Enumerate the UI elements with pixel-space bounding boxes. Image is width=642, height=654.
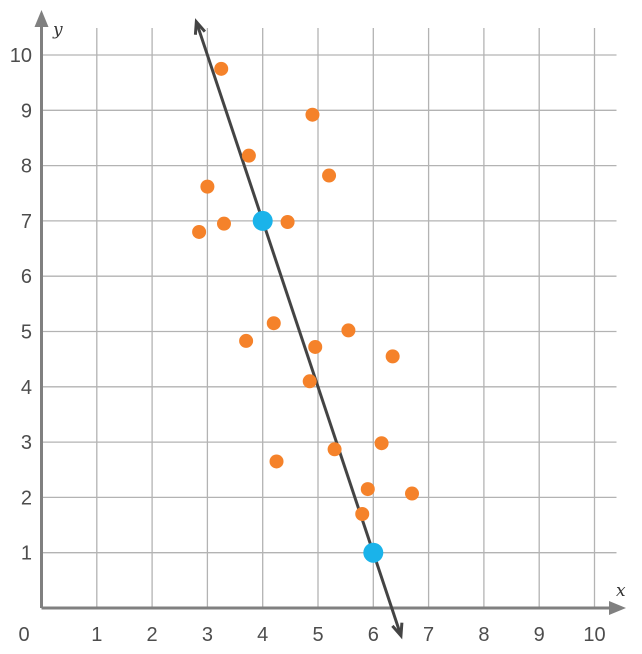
data-point	[214, 61, 229, 76]
y-tick-label: 7	[21, 211, 32, 233]
x-tick-label: 4	[257, 624, 268, 646]
data-point	[327, 442, 342, 457]
data-point	[239, 333, 254, 348]
data-point	[308, 339, 323, 354]
data-point	[341, 323, 356, 338]
data-point	[385, 349, 400, 364]
y-tick-label: 3	[21, 432, 32, 454]
data-point	[280, 215, 295, 230]
data-point	[305, 107, 320, 122]
x-tick-label: 10	[583, 624, 605, 646]
highlight-point	[252, 210, 273, 231]
x-tick-label: 7	[423, 624, 434, 646]
x-tick-label: 6	[368, 624, 379, 646]
data-point	[241, 148, 256, 163]
y-tick-label: 6	[21, 266, 32, 288]
x-axis-label: x	[616, 581, 626, 601]
y-tick-label: 10	[10, 45, 32, 67]
x-axis-arrow	[609, 601, 626, 615]
x-tick-label: 5	[312, 624, 323, 646]
trend-arrow-top	[193, 18, 207, 35]
data-point	[269, 454, 284, 469]
data-point	[200, 179, 215, 194]
y-tick-label: 5	[21, 322, 32, 344]
data-point	[192, 224, 207, 239]
x-tick-label: 1	[91, 624, 102, 646]
trend-line-group	[193, 18, 404, 640]
y-axis-label: y	[52, 20, 63, 40]
y-tick-label: 4	[21, 377, 32, 399]
highlight-point	[363, 542, 384, 563]
x-tick-label: 8	[478, 624, 489, 646]
data-point	[405, 486, 420, 501]
y-tick-label: 8	[21, 156, 32, 178]
data-point	[266, 316, 281, 331]
x-tick-label: 3	[202, 624, 213, 646]
tick-labels: 0 1 2 3 4 5 6 7 8 9 10 1 2 3 4 5 6 7 8 9 10	[10, 45, 606, 646]
x-tick-label: 0	[18, 624, 29, 646]
y-tick-label: 2	[21, 487, 32, 509]
y-tick-label: 9	[21, 100, 32, 122]
x-tick-label: 9	[534, 624, 545, 646]
y-tick-label: 1	[21, 543, 32, 565]
grid-lines	[41, 28, 617, 608]
data-points	[192, 61, 420, 563]
trend-arrow-bottom	[391, 622, 404, 640]
x-tick-label: 2	[147, 624, 158, 646]
y-axis-arrow	[34, 10, 49, 27]
data-point	[216, 216, 231, 231]
data-point	[302, 374, 317, 389]
data-point	[360, 482, 375, 497]
data-point	[322, 168, 337, 183]
data-point	[355, 506, 370, 521]
data-point	[374, 436, 389, 451]
axes	[34, 10, 626, 615]
trend-line	[195, 24, 402, 634]
